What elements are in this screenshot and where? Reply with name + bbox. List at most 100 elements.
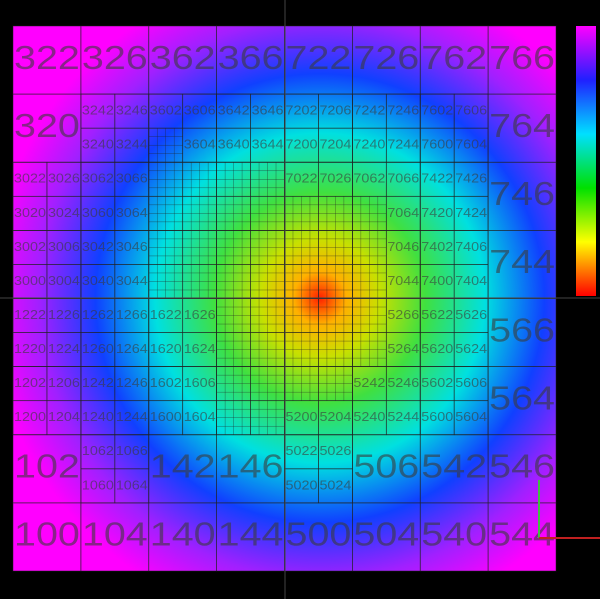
sub-cell-label: 5600 <box>421 409 453 424</box>
sub-cell-label: 1266 <box>116 307 148 322</box>
sub-cell-label: 5604 <box>455 409 487 424</box>
sub-cell-label: 1200 <box>14 409 46 424</box>
cell-label: 100 <box>14 516 80 553</box>
sub-cell-label: 7426 <box>455 171 487 186</box>
sub-cell-label: 7400 <box>421 273 453 288</box>
sub-cell-label: 7062 <box>353 171 385 186</box>
sub-cell-label: 7240 <box>353 137 385 152</box>
sub-cell-label: 1620 <box>150 341 182 356</box>
cell-label: 764 <box>489 107 555 144</box>
cell-label: 500 <box>286 516 352 553</box>
sub-cell-label: 7204 <box>319 137 351 152</box>
sub-cell-label: 5242 <box>353 375 385 390</box>
sub-cell-label: 3064 <box>116 205 148 220</box>
sub-cell-label: 1622 <box>150 307 182 322</box>
sub-cell-label: 1246 <box>116 375 148 390</box>
cell-label: 144 <box>218 516 284 553</box>
cell-label: 326 <box>82 39 148 76</box>
sub-cell-label: 3006 <box>48 239 80 254</box>
sub-cell-label: 1202 <box>14 375 46 390</box>
sub-cell-label: 7246 <box>387 103 419 118</box>
sub-cell-label: 3000 <box>14 273 46 288</box>
sub-cell-label: 5200 <box>286 409 318 424</box>
sub-cell-label: 1204 <box>48 409 80 424</box>
sub-cell-label: 3244 <box>116 137 148 152</box>
cell-label: 744 <box>489 243 555 280</box>
sub-cell-label: 1220 <box>14 341 46 356</box>
cell-label: 506 <box>353 448 419 485</box>
sub-cell-label: 3640 <box>218 137 250 152</box>
sub-cell-label: 7200 <box>286 137 318 152</box>
cell-label: 540 <box>421 516 487 553</box>
sub-cell-label: 7242 <box>353 103 385 118</box>
sub-cell-label: 5022 <box>286 443 318 458</box>
cell-label: 766 <box>489 39 555 76</box>
cell-label: 140 <box>150 516 216 553</box>
sub-cell-label: 5266 <box>387 307 419 322</box>
sub-cell-label: 3606 <box>184 103 216 118</box>
sub-cell-label: 5246 <box>387 375 419 390</box>
sub-cell-label: 5626 <box>455 307 487 322</box>
sub-cell-label: 3066 <box>116 171 148 186</box>
cell-label: 146 <box>218 448 284 485</box>
sub-cell-label: 1060 <box>82 477 114 492</box>
cell-label: 746 <box>489 175 555 212</box>
cell <box>487 502 557 572</box>
sub-cell-label: 3040 <box>82 273 114 288</box>
sub-cell-label: 5624 <box>455 341 487 356</box>
sub-cell-label: 7064 <box>387 205 419 220</box>
color-bar <box>576 26 596 296</box>
sub-cell-label: 3242 <box>82 103 114 118</box>
sub-cell-label: 1602 <box>150 375 182 390</box>
sub-cell-label: 3022 <box>14 171 46 186</box>
cell-label: 722 <box>286 39 352 76</box>
sub-cell-label: 5024 <box>319 477 351 492</box>
sub-cell-label: 3026 <box>48 171 80 186</box>
sub-cell-label: 3020 <box>14 205 46 220</box>
sub-cell-label: 3240 <box>82 137 114 152</box>
sub-cell-label: 3644 <box>252 137 284 152</box>
sub-cell-label: 7066 <box>387 171 419 186</box>
sub-cell-label: 7202 <box>286 103 318 118</box>
sub-cell-label: 5020 <box>286 477 318 492</box>
sub-cell-label: 7604 <box>455 137 487 152</box>
sub-cell-label: 1606 <box>184 375 216 390</box>
sub-cell-label: 7420 <box>421 205 453 220</box>
cell-label: 546 <box>489 448 555 485</box>
sub-cell-label: 3042 <box>82 239 114 254</box>
sub-cell-label: 7022 <box>286 171 318 186</box>
sub-cell-label: 3060 <box>82 205 114 220</box>
sub-cell-label: 7026 <box>319 171 351 186</box>
sub-cell-label: 7600 <box>421 137 453 152</box>
sub-cell-label: 3642 <box>218 103 250 118</box>
sub-cell-label: 7404 <box>455 273 487 288</box>
sub-cell-label: 1062 <box>82 443 114 458</box>
cell-label: 504 <box>353 516 419 553</box>
cell-label: 142 <box>150 448 216 485</box>
sub-cell-label: 7602 <box>421 103 453 118</box>
sub-cell-label: 1064 <box>116 477 148 492</box>
sub-cell-label: 5606 <box>455 375 487 390</box>
cell-label: 102 <box>14 448 80 485</box>
sub-cell-label: 5602 <box>421 375 453 390</box>
sub-cell-label: 7244 <box>387 137 419 152</box>
sub-cell-label: 3004 <box>48 273 80 288</box>
sub-cell-label: 3646 <box>252 103 284 118</box>
sub-cell-label: 3602 <box>150 103 182 118</box>
cell-label: 104 <box>82 516 148 553</box>
sub-cell-label: 1264 <box>116 341 148 356</box>
cell-label: 564 <box>489 379 555 416</box>
sub-cell-label: 1066 <box>116 443 148 458</box>
sub-cell-label: 1624 <box>184 341 216 356</box>
sub-cell-label: 1604 <box>184 409 216 424</box>
sub-cell-label: 7424 <box>455 205 487 220</box>
sub-cell-label: 7046 <box>387 239 419 254</box>
sub-cell-label: 1244 <box>116 409 148 424</box>
sub-cell-label: 5244 <box>387 409 419 424</box>
sub-cell-label: 1260 <box>82 341 114 356</box>
sub-cell-label: 1224 <box>48 341 80 356</box>
sub-cell-label: 5622 <box>421 307 453 322</box>
sub-cell-label: 3062 <box>82 171 114 186</box>
